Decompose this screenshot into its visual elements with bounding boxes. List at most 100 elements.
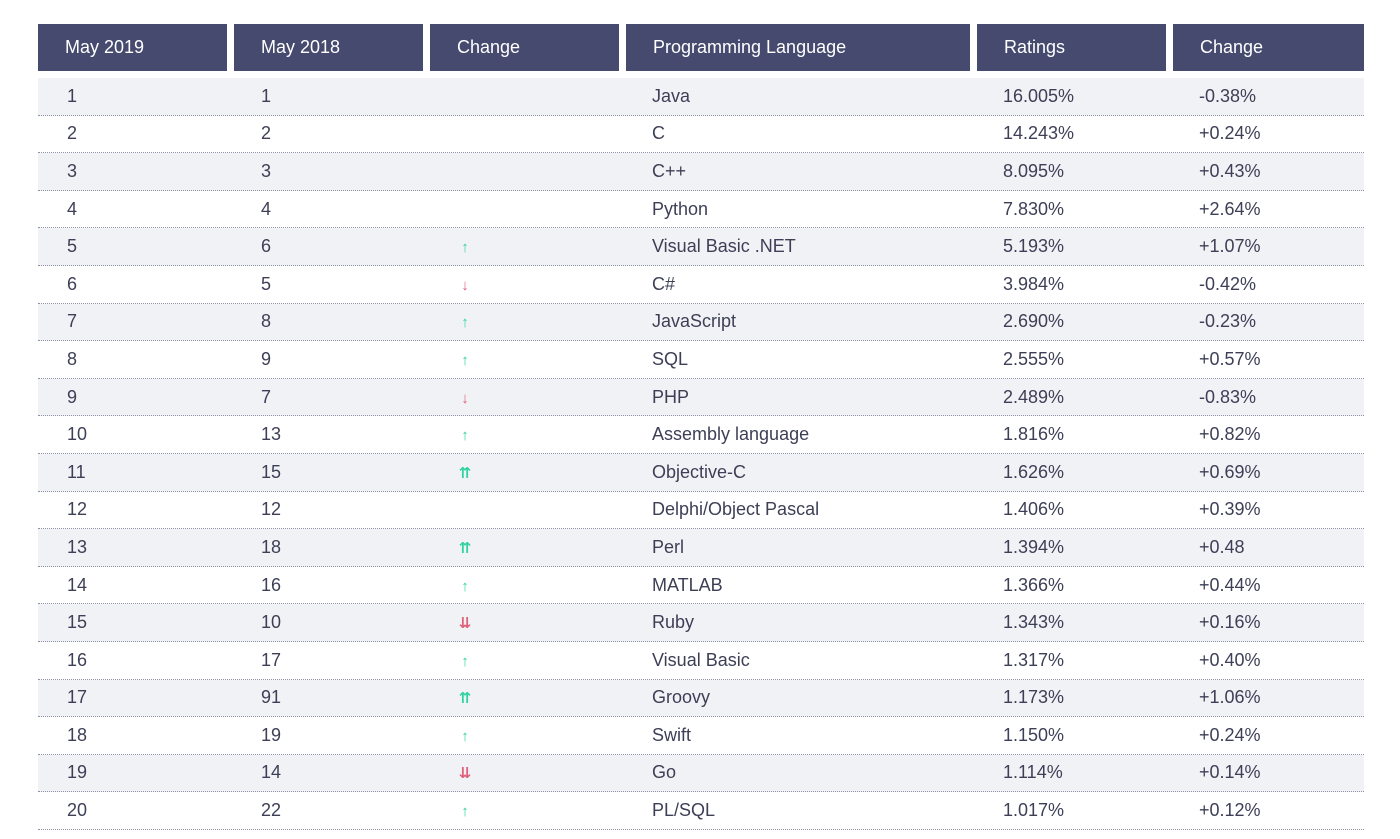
- rating-change: +2.64%: [1199, 198, 1261, 219]
- rank-may-2019: 5: [67, 236, 78, 257]
- rating-change: -0.42%: [1199, 273, 1257, 294]
- table-row[interactable]: 14 16 ↑ MATLAB 1.366% +0.44%: [38, 567, 1364, 605]
- rank-may-2019: 13: [67, 536, 88, 557]
- rating-value: 16.005%: [1003, 85, 1075, 106]
- rank-may-2019: 9: [67, 386, 78, 407]
- arrow-down-icon: ↓: [461, 389, 469, 407]
- rank-may-2019: 12: [67, 499, 88, 520]
- rating-value: 1.150%: [1003, 724, 1065, 745]
- arrow-up-icon: ↑: [461, 239, 469, 257]
- rank-may-2018: 4: [261, 198, 272, 219]
- rating-value: 1.173%: [1003, 687, 1065, 708]
- table-row[interactable]: 8 9 ↑ SQL 2.555% +0.57%: [38, 341, 1364, 379]
- language-name: JavaScript: [652, 311, 737, 332]
- rank-may-2018: 19: [261, 724, 282, 745]
- rank-may-2018: 10: [261, 612, 282, 633]
- rating-value: 1.626%: [1003, 461, 1065, 482]
- table-row[interactable]: 16 17 ↑ Visual Basic 1.317% +0.40%: [38, 642, 1364, 680]
- language-name: Assembly language: [652, 424, 810, 445]
- table-row[interactable]: 7 8 ↑ JavaScript 2.690% -0.23%: [38, 303, 1364, 342]
- table-row[interactable]: 5 6 ↑ Visual Basic .NET 5.193% +1.07%: [38, 228, 1364, 266]
- table-row[interactable]: 6 5 ↓ C# 3.984% -0.42%: [38, 266, 1364, 304]
- language-name: SQL: [652, 348, 689, 369]
- table-row[interactable]: 1 1 Java 16.005% -0.38%: [38, 78, 1364, 116]
- rating-change: +0.69%: [1199, 461, 1261, 482]
- trend-cell: ↑: [430, 311, 619, 332]
- rank-may-2018: 22: [261, 800, 282, 821]
- trend-cell: ↑: [430, 800, 619, 821]
- table-row[interactable]: 11 15 ⇈ Objective-C 1.626% +0.69%: [38, 453, 1364, 492]
- rating-change: +0.48: [1199, 536, 1245, 557]
- table-row[interactable]: 20 22 ↑ PL/SQL 1.017% +0.12%: [38, 792, 1364, 830]
- header-rank-change[interactable]: Change: [430, 24, 619, 71]
- trend-cell: ↑: [430, 424, 619, 445]
- rank-may-2019: 18: [67, 724, 88, 745]
- rank-may-2019: 19: [67, 762, 88, 783]
- rank-may-2018: 12: [261, 499, 282, 520]
- language-name: MATLAB: [652, 574, 723, 595]
- rating-value: 1.406%: [1003, 499, 1065, 520]
- language-name: Groovy: [652, 687, 711, 708]
- table-row[interactable]: 15 10 ⇊ Ruby 1.343% +0.16%: [38, 604, 1364, 642]
- rating-value: 8.095%: [1003, 160, 1065, 181]
- rank-may-2019: 1: [67, 85, 78, 106]
- table-row[interactable]: 2 2 C 14.243% +0.24%: [38, 116, 1364, 154]
- trend-cell: ⇈: [430, 687, 619, 708]
- language-name: Delphi/Object Pascal: [652, 499, 820, 520]
- header-may-2019[interactable]: May 2019: [38, 24, 227, 71]
- trend-cell: ↑: [430, 650, 619, 671]
- rank-may-2019: 8: [67, 348, 78, 369]
- table-row[interactable]: 13 18 ⇈ Perl 1.394% +0.48: [38, 529, 1364, 567]
- rank-may-2019: 14: [67, 574, 88, 595]
- trend-cell: ↑: [430, 575, 619, 596]
- language-name: Visual Basic .NET: [652, 236, 796, 257]
- rank-may-2018: 13: [261, 424, 282, 445]
- double-arrow-up-icon: ⇈: [458, 690, 472, 708]
- rank-may-2018: 15: [261, 461, 282, 482]
- language-name: Go: [652, 762, 677, 783]
- table-row[interactable]: 12 12 Delphi/Object Pascal 1.406% +0.39%: [38, 492, 1364, 530]
- header-programming-language[interactable]: Programming Language: [626, 24, 970, 71]
- rank-may-2018: 91: [261, 687, 282, 708]
- double-arrow-down-icon: ⇊: [458, 765, 472, 783]
- header-ratings[interactable]: Ratings: [977, 24, 1166, 71]
- arrow-up-icon: ↑: [461, 314, 469, 332]
- rating-change: -0.83%: [1199, 386, 1257, 407]
- rating-change: +0.44%: [1199, 574, 1261, 595]
- rank-may-2018: 16: [261, 574, 282, 595]
- table-row[interactable]: 4 4 Python 7.830% +2.64%: [38, 191, 1364, 229]
- rating-change: -0.38%: [1199, 85, 1257, 106]
- table-row[interactable]: 10 13 ↑ Assembly language 1.816% +0.82%: [38, 416, 1364, 454]
- rating-change: +1.07%: [1199, 236, 1261, 257]
- header-rating-change[interactable]: Change: [1173, 24, 1364, 71]
- rank-may-2018: 7: [261, 386, 272, 407]
- rating-value: 2.489%: [1003, 386, 1065, 407]
- table-row[interactable]: 3 3 C++ 8.095% +0.43%: [38, 153, 1364, 191]
- trend-cell: ↑: [430, 725, 619, 746]
- rank-may-2018: 2: [261, 123, 272, 144]
- double-arrow-down-icon: ⇊: [458, 615, 472, 633]
- table-row[interactable]: 18 19 ↑ Swift 1.150% +0.24%: [38, 717, 1364, 755]
- language-name: PL/SQL: [652, 800, 716, 821]
- rank-may-2018: 8: [261, 311, 272, 332]
- rating-value: 1.366%: [1003, 574, 1065, 595]
- table-row[interactable]: 9 7 ↓ PHP 2.489% -0.83%: [38, 378, 1364, 417]
- arrow-up-icon: ↑: [461, 577, 469, 595]
- rating-value: 1.816%: [1003, 424, 1065, 445]
- header-may-2018[interactable]: May 2018: [234, 24, 423, 71]
- language-name: Visual Basic: [652, 649, 750, 670]
- rank-may-2019: 3: [67, 160, 78, 181]
- double-arrow-up-icon: ⇈: [458, 464, 472, 482]
- rating-value: 3.984%: [1003, 273, 1065, 294]
- rank-may-2018: 14: [261, 762, 282, 783]
- language-name: Perl: [652, 536, 685, 557]
- trend-cell: ↓: [430, 387, 619, 408]
- trend-cell: ⇈: [430, 462, 619, 483]
- table-body: 1 1 Java 16.005% -0.38% 2 2 C 14.243% +0.24% 3 3 C++…: [38, 78, 1364, 830]
- rating-change: +0.39%: [1199, 499, 1261, 520]
- rank-may-2018: 5: [261, 273, 272, 294]
- trend-cell: ↑: [430, 236, 619, 257]
- table-row[interactable]: 17 91 ⇈ Groovy 1.173% +1.06%: [38, 679, 1364, 718]
- rank-may-2018: 1: [261, 85, 272, 106]
- table-row[interactable]: 19 14 ⇊ Go 1.114% +0.14%: [38, 754, 1364, 793]
